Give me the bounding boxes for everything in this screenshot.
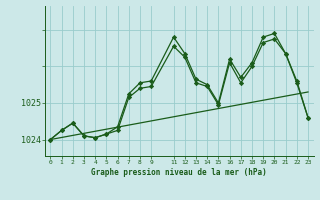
X-axis label: Graphe pression niveau de la mer (hPa): Graphe pression niveau de la mer (hPa): [91, 168, 267, 177]
